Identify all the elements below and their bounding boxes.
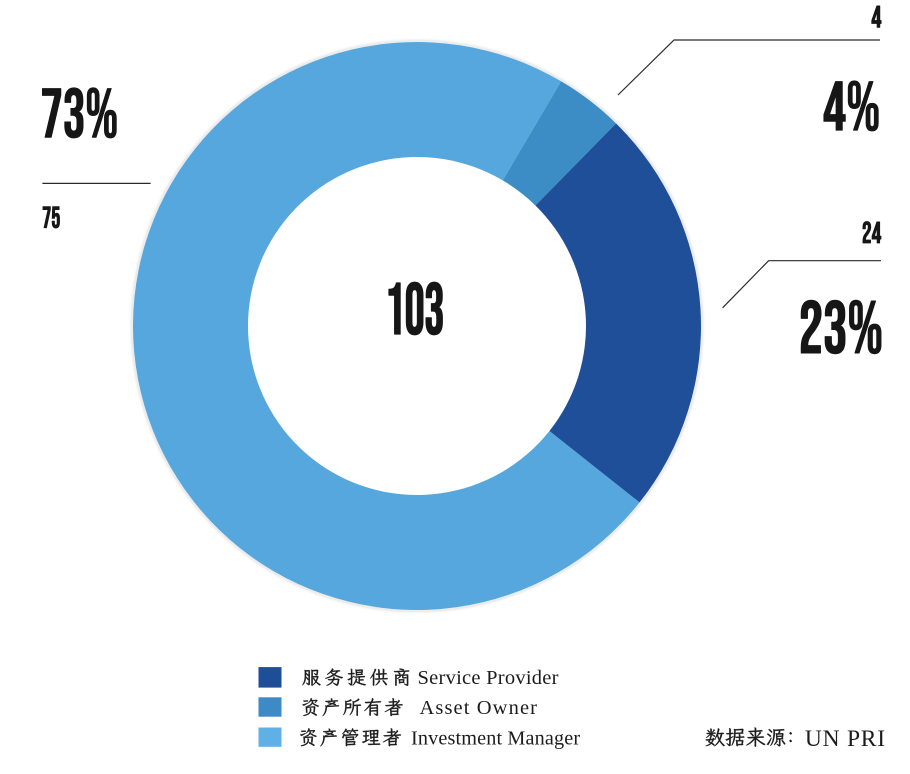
- svg-text:Service Provider: Service Provider: [418, 667, 559, 689]
- svg-text:UN PRI: UN PRI: [805, 726, 886, 752]
- svg-text:Asset Owner: Asset Owner: [420, 697, 539, 719]
- svg-text:Investment Manager: Investment Manager: [411, 728, 580, 750]
